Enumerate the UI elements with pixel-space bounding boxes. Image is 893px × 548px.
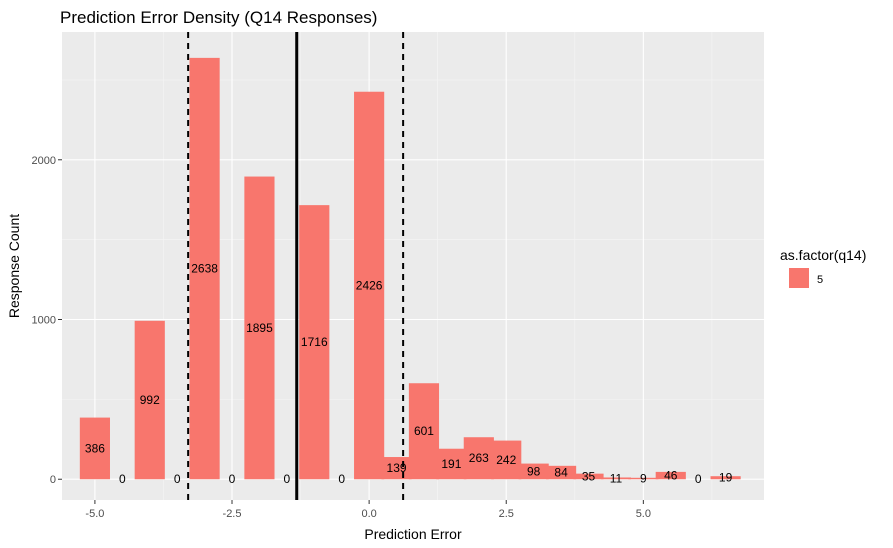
bar xyxy=(655,471,686,480)
bar-value-label: 2426 xyxy=(356,278,383,292)
bar-value-label: 9 xyxy=(640,472,647,486)
x-tick-label: 2.5 xyxy=(499,508,514,520)
bar xyxy=(134,320,165,480)
bar xyxy=(710,476,741,480)
bar xyxy=(545,465,577,480)
chart-title: Prediction Error Density (Q14 Responses) xyxy=(60,8,377,27)
y-tick-label: 2000 xyxy=(32,155,56,167)
bar-value-label: 1716 xyxy=(301,335,328,349)
bar xyxy=(628,477,659,480)
y-axis-ticks: 0 1000 2000 xyxy=(32,155,62,486)
bar-value-label: 992 xyxy=(140,393,160,407)
bar-value-label: 0 xyxy=(174,472,181,486)
x-axis-ticks: -5.0 -2.5 0.0 2.5 5.0 xyxy=(85,500,651,520)
bar xyxy=(463,437,494,480)
bar-value-label: 191 xyxy=(441,457,461,471)
bar xyxy=(491,440,522,480)
x-tick-label: -2.5 xyxy=(223,508,242,520)
bar-value-label: 139 xyxy=(387,461,407,475)
bar-value-label: 11 xyxy=(610,471,623,485)
reference-lines-group xyxy=(187,32,405,500)
bar xyxy=(189,57,220,480)
bar-value-label: 84 xyxy=(554,466,568,480)
bar-value-label: 2638 xyxy=(191,262,218,276)
bar-value-label: 98 xyxy=(527,464,541,478)
bar xyxy=(354,91,385,480)
bar xyxy=(244,176,275,480)
bar-value-label: 19 xyxy=(719,471,733,485)
bar xyxy=(600,477,632,480)
bar-value-label: 0 xyxy=(284,472,291,486)
legend-entry-label: 5 xyxy=(817,274,823,286)
bar-value-label: 242 xyxy=(496,453,516,467)
bar-value-label: 35 xyxy=(582,469,596,483)
bar-value-label: 263 xyxy=(469,451,489,465)
bar-value-label: 1895 xyxy=(246,321,273,335)
legend: as.factor(q14) 5 xyxy=(780,247,866,288)
legend-title: as.factor(q14) xyxy=(780,247,866,263)
bar xyxy=(436,448,467,480)
bar-value-label: 0 xyxy=(695,472,702,486)
bar xyxy=(518,463,549,480)
x-tick-label: 5.0 xyxy=(636,508,651,520)
bar xyxy=(79,417,110,480)
x-tick-label: -5.0 xyxy=(85,508,104,520)
x-axis-title: Prediction Error xyxy=(364,526,462,542)
bar-value-label: 0 xyxy=(119,472,126,486)
bar xyxy=(299,205,330,480)
bar xyxy=(408,383,440,480)
y-tick-label: 0 xyxy=(50,474,56,486)
bar-value-label: 0 xyxy=(229,472,236,486)
bar xyxy=(573,473,604,480)
x-tick-label: 0.0 xyxy=(361,508,376,520)
bar-value-label: 46 xyxy=(664,469,678,483)
legend-key-swatch xyxy=(789,268,809,288)
bar-labels-group: 386 0 992 0 2638 0 1895 0 1716 0 2426 139 601 191 263 2… xyxy=(85,262,733,487)
bar-value-label: 601 xyxy=(414,424,434,438)
bar-value-label: 386 xyxy=(85,441,105,455)
y-tick-label: 1000 xyxy=(32,315,56,327)
bar-value-label: 0 xyxy=(338,472,345,486)
y-axis-title: Response Count xyxy=(6,214,22,318)
